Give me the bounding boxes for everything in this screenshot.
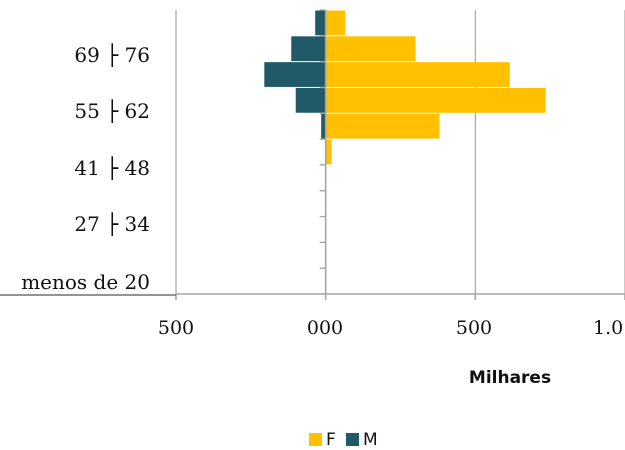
- x-tick-label: 500: [456, 317, 492, 339]
- bar-m: [315, 10, 326, 36]
- legend-swatch-m: [346, 433, 359, 446]
- y-tick-labels: 69 ├ 76 55 ├ 62 41 ├ 48 27 ├ 34 menos de…: [21, 43, 150, 294]
- x-tick-label: 500: [158, 317, 194, 339]
- y-tick-label: 41 ├ 48: [74, 156, 150, 180]
- y-tick-label: 69 ├ 76: [74, 43, 150, 67]
- bar-m: [295, 87, 326, 113]
- axes: [0, 9, 625, 300]
- y-tick-label: menos de 20: [21, 270, 150, 294]
- x-axis-title: Milhares: [469, 368, 551, 388]
- bar-f: [325, 139, 332, 165]
- legend: F M: [309, 430, 378, 450]
- bar-f: [325, 62, 510, 87]
- y-tick-label: 27 ├ 34: [74, 212, 150, 236]
- x-tick-label: 000: [307, 317, 343, 339]
- bar-f: [325, 87, 546, 113]
- y-tick-label: 55 ├ 62: [74, 99, 150, 123]
- bar-m: [321, 113, 326, 139]
- bar-m: [291, 36, 326, 62]
- bar-f: [325, 10, 346, 36]
- gridlines: [175, 10, 625, 294]
- legend-label-f: F: [326, 430, 336, 450]
- x-tick-labels: 500 000 500 1.0: [158, 317, 623, 339]
- legend-swatch-f: [309, 433, 322, 446]
- x-tick-label: 1.0: [593, 317, 623, 339]
- bars: [264, 10, 546, 165]
- bar-f: [325, 113, 440, 139]
- bar-f: [325, 36, 416, 62]
- bar-m: [264, 62, 326, 87]
- legend-label-m: M: [363, 430, 378, 450]
